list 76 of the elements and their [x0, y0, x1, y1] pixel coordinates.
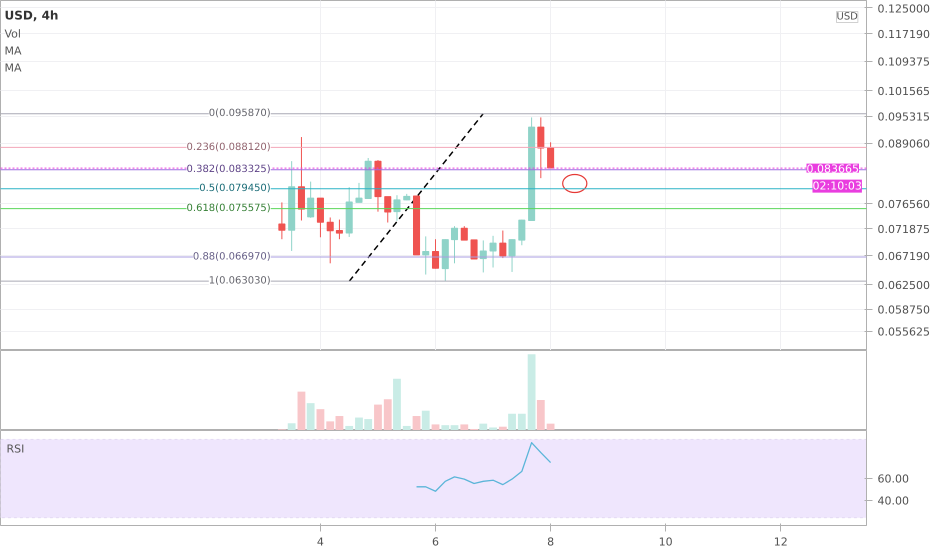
y-tick-label: 0.076560: [878, 198, 930, 212]
candlestick: [470, 239, 478, 260]
y-tick-label: 0.055625: [878, 326, 930, 339]
candlestick: [490, 235, 497, 268]
bar: [536, 400, 545, 430]
x-tick-label: 12: [774, 536, 788, 548]
candlestick: [432, 238, 440, 270]
candlestick: [480, 240, 487, 273]
y-tick-label: 0.062500: [878, 279, 930, 292]
bar: [518, 414, 526, 430]
candlestick: [450, 226, 458, 264]
annotation: MA: [4, 62, 22, 74]
bar: [412, 416, 420, 430]
line-series: [416, 442, 552, 492]
bar: [345, 426, 354, 430]
bar: [528, 354, 536, 430]
x-tick-label: 6: [432, 536, 440, 548]
ref-line-label: 0.083665: [806, 162, 859, 176]
bar: [498, 426, 507, 430]
ref-line-label: 0.236(0.088120): [186, 142, 271, 153]
bar: [402, 426, 411, 430]
candlestick: [384, 196, 392, 224]
candlestick: [460, 226, 468, 241]
text: RSI: [6, 442, 24, 456]
bar: [306, 403, 315, 430]
bar: [288, 423, 296, 430]
ref-line-label: 0.5(0.079450): [199, 183, 271, 194]
ref-line-label: 1(0.063030): [208, 276, 271, 287]
candlestick: [537, 116, 544, 179]
y-tick-label: 0.101565: [878, 85, 930, 98]
bar: [460, 424, 468, 430]
candlestick: [298, 136, 305, 221]
y-tick-label: 0.109375: [878, 56, 930, 69]
bar: [316, 409, 324, 430]
y-tick-label: 60.00: [878, 472, 909, 486]
candlestick: [336, 219, 343, 240]
bar: [479, 424, 488, 430]
bar: [489, 427, 497, 430]
bar: [374, 404, 382, 430]
candlestick: [307, 181, 314, 218]
y-tick-label: 0.058750: [878, 304, 930, 317]
bar: [422, 410, 430, 430]
y-tick-label: 0.117190: [878, 28, 930, 42]
y-tick-label: 0.095315: [878, 110, 930, 124]
candlestick: [355, 182, 363, 203]
bar: [298, 392, 306, 430]
y-tick-label: 0.089060: [878, 138, 930, 151]
ref-line-label: 0.88(0.066970): [192, 251, 271, 262]
candlestick: [393, 194, 400, 222]
y-tick-label: 0.071875: [878, 223, 930, 236]
candlestick: [508, 238, 516, 272]
bar: [384, 399, 392, 430]
candlestick: [518, 219, 526, 246]
annotation: 02:10:03: [812, 180, 862, 193]
bar: [546, 424, 555, 430]
y-tick-label: 0.067190: [878, 250, 930, 264]
y-tick-label: 40.00: [878, 494, 909, 508]
bar: [393, 378, 401, 430]
annotation: MA: [4, 44, 22, 58]
candlestick: [547, 142, 554, 169]
ref-line-label: 0.618(0.075575): [186, 203, 271, 214]
x-tick-label: 10: [658, 536, 673, 548]
candlestick: [499, 230, 506, 259]
candlestick: [326, 216, 334, 264]
x-tick-label: 8: [547, 536, 554, 548]
ref-line-label: 0(0.095870): [208, 108, 271, 120]
y-tick-label: 0.125000: [878, 2, 930, 16]
bar: [508, 414, 516, 430]
annotation: USD: [836, 12, 858, 22]
candlestick: [278, 202, 286, 240]
candlestick: [422, 236, 430, 276]
annotation: Vol: [4, 28, 21, 40]
x-tick-label: 4: [316, 536, 324, 548]
ref-line-label: 0.382(0.083325): [186, 164, 271, 176]
bar: [432, 424, 440, 430]
text: USD, 4h: [4, 8, 58, 22]
